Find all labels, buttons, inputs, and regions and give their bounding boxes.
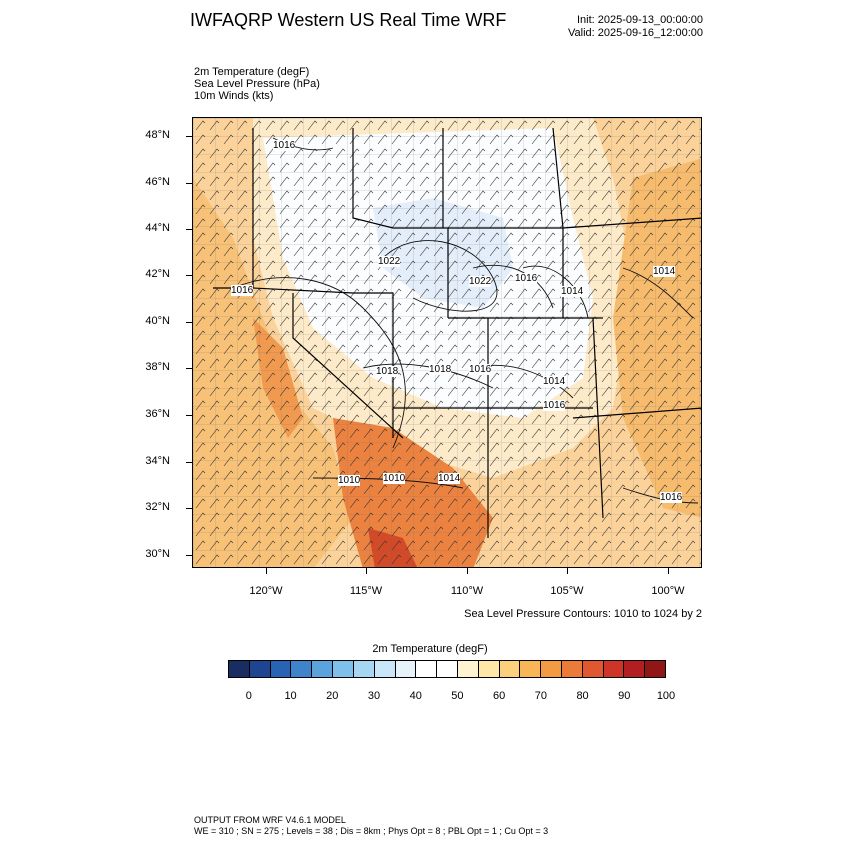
lat-tick <box>186 136 192 137</box>
colorbar-cell <box>395 661 417 677</box>
run-times: Init: 2025-09-13_00:00:00 Valid: 2025-09… <box>550 14 703 40</box>
lat-label: 46°N <box>145 176 170 188</box>
colorbar-cell <box>353 661 375 677</box>
colorbar-label: 80 <box>576 690 589 702</box>
colorbar-cell <box>312 661 334 677</box>
isobar-label: 1010 <box>338 475 361 486</box>
colorbar-cell <box>499 661 521 677</box>
footer-settings: WE = 310 ; SN = 275 ; Levels = 38 ; Dis … <box>194 826 549 836</box>
colorbar-label: 60 <box>493 690 506 702</box>
lat-tick <box>186 368 192 369</box>
colorbar-cell <box>416 661 438 677</box>
init-time: Init: 2025-09-13_00:00:00 <box>577 14 703 26</box>
colorbar-cell <box>270 661 292 677</box>
colorbar-label: 30 <box>367 690 381 702</box>
colorbar-cell <box>645 661 666 677</box>
colorbar-cell <box>562 661 583 677</box>
page-title: IWFAQRP Western US Real Time WRF <box>190 10 507 30</box>
lat-label: 30°N <box>145 548 170 560</box>
lon-tick <box>266 568 267 574</box>
lon-tick <box>366 568 367 574</box>
lat-label: 38°N <box>145 361 170 373</box>
lon-label: 120°W <box>249 585 283 597</box>
lat-tick <box>186 229 192 230</box>
colorbar-label: 90 <box>618 690 631 702</box>
isobar-label: 1014 <box>561 286 584 297</box>
colorbar-cell <box>249 661 271 677</box>
contour-note: Sea Level Pressure Contours: 1010 to 102… <box>464 608 702 620</box>
colorbar-cell <box>374 661 396 677</box>
isobar-label: 1016 <box>543 400 566 411</box>
lon-label: 105°W <box>550 585 584 597</box>
map-canvas <box>193 118 701 567</box>
colorbar-label: 100 <box>656 690 676 702</box>
weather-map: 1016 1016 1022 1022 1016 1014 1014 1018 … <box>192 117 702 568</box>
colorbar-label: 40 <box>409 690 422 702</box>
isobar-label: 1016 <box>515 273 538 284</box>
lat-tick <box>186 322 192 323</box>
colorbar-label: 70 <box>534 690 547 702</box>
isobar-label: 1016 <box>273 140 296 151</box>
colorbar-cell <box>457 661 479 677</box>
colorbar <box>228 660 666 678</box>
isobar-label: 1014 <box>653 266 676 277</box>
lat-tick <box>186 462 192 463</box>
colorbar-label: 0 <box>245 690 252 702</box>
colorbar-label: 20 <box>326 690 339 702</box>
isobar-label: 1016 <box>469 364 492 375</box>
wind-barbs <box>193 118 701 567</box>
lat-tick <box>186 555 192 556</box>
colorbar-cell <box>478 661 500 677</box>
colorbar-cell <box>437 661 458 677</box>
lat-label: 42°N <box>145 268 170 280</box>
lon-tick <box>467 568 468 574</box>
colorbar-cell <box>229 661 250 677</box>
colorbar-cell <box>520 661 542 677</box>
field-list: 2m Temperature (degF) Sea Level Pressure… <box>194 66 320 102</box>
isobar-label: 1022 <box>469 276 492 287</box>
lat-tick <box>186 508 192 509</box>
lat-tick <box>186 415 192 416</box>
lon-tick <box>567 568 568 574</box>
lat-label: 32°N <box>145 501 170 513</box>
lat-label: 44°N <box>145 222 170 234</box>
isobar-label: 1016 <box>660 492 683 503</box>
isobar-label: 1016 <box>231 285 254 296</box>
isobar-label: 1014 <box>438 473 461 484</box>
field-winds: 10m Winds (kts) <box>194 90 274 102</box>
isobar-label: 1022 <box>378 256 401 267</box>
footer-model: OUTPUT FROM WRF V4.6.1 MODEL <box>194 815 346 825</box>
lat-label: 48°N <box>145 129 170 141</box>
colorbar-title: 2m Temperature (degF) <box>372 643 488 655</box>
colorbar-cell <box>582 661 604 677</box>
isobar-label: 1014 <box>543 376 566 387</box>
lon-label: 115°W <box>349 585 383 597</box>
lon-label: 110°W <box>450 585 484 597</box>
colorbar-label: 10 <box>284 690 297 702</box>
colorbar-cell <box>333 661 354 677</box>
colorbar-cell <box>603 661 625 677</box>
field-temperature: 2m Temperature (degF) <box>194 66 310 78</box>
isobar-label: 1018 <box>376 366 399 377</box>
lat-label: 40°N <box>145 315 170 327</box>
valid-time: Valid: 2025-09-16_12:00:00 <box>568 27 703 39</box>
colorbar-cell <box>541 661 562 677</box>
colorbar-cell <box>624 661 646 677</box>
isobar-label: 1018 <box>429 364 452 375</box>
lon-tick <box>668 568 669 574</box>
model-footer: OUTPUT FROM WRF V4.6.1 MODEL WE = 310 ; … <box>194 815 548 837</box>
lat-label: 36°N <box>145 408 170 420</box>
lat-label: 34°N <box>145 455 170 467</box>
colorbar-label: 50 <box>451 690 464 702</box>
isobar-label: 1010 <box>383 473 406 484</box>
lon-label: 100°W <box>651 585 685 597</box>
colorbar-cell <box>291 661 313 677</box>
lat-tick <box>186 183 192 184</box>
field-pressure: Sea Level Pressure (hPa) <box>194 78 320 90</box>
state-borders <box>213 127 701 538</box>
lat-tick <box>186 275 192 276</box>
